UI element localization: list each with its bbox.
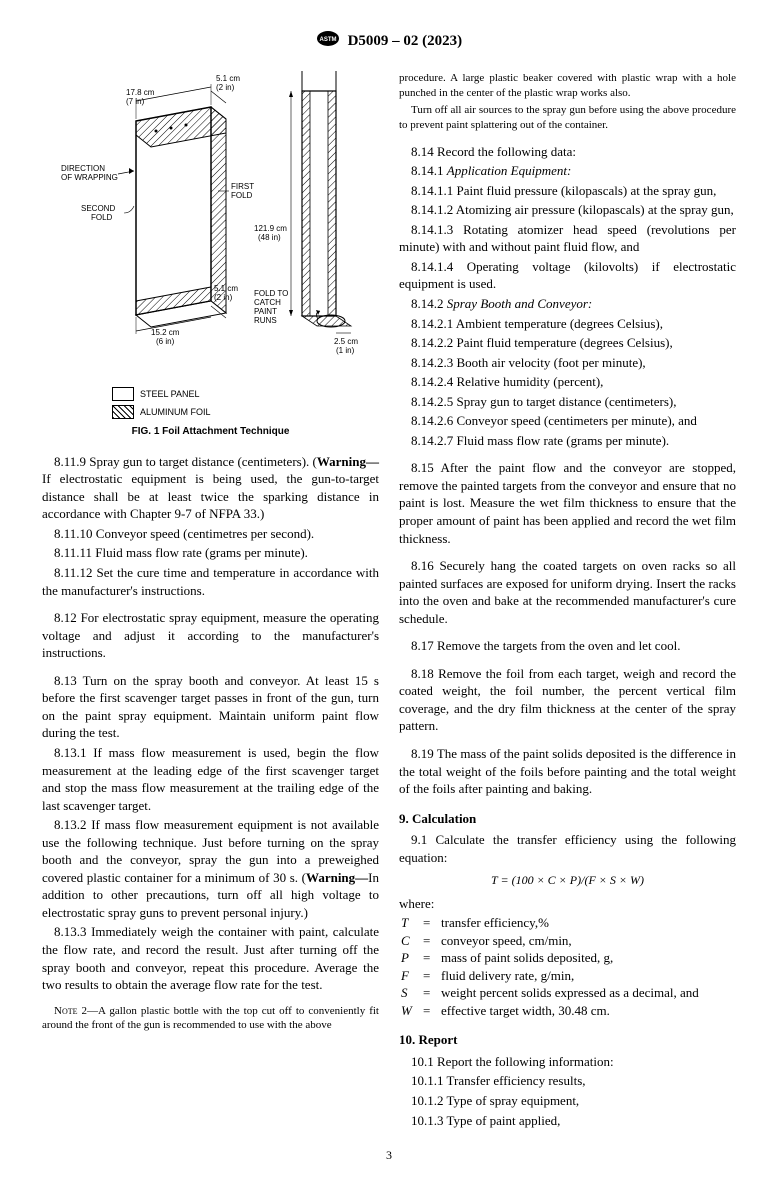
page-header: ASTM D5009 – 02 (2023) [42, 30, 736, 53]
page: ASTM D5009 – 02 (2023) [0, 0, 778, 1183]
right-column: procedure. A large plastic beaker covere… [399, 71, 736, 1131]
figure-caption: FIG. 1 Foil Attachment Technique [42, 425, 379, 439]
svg-text:121.9 cm: 121.9 cm [254, 224, 287, 233]
para-8-11-12: 8.11.12 Set the cure time and temperatur… [42, 564, 379, 599]
def-row: P=mass of paint solids deposited, g, [399, 949, 701, 967]
svg-text:15.2 cm: 15.2 cm [151, 328, 180, 337]
para-10-1-2: 10.1.2 Type of spray equipment, [399, 1092, 736, 1110]
para-9-1: 9.1 Calculate the transfer efficiency us… [399, 831, 736, 866]
where-label: where: [399, 895, 736, 913]
para-8-14-2-2: 8.14.2.2 Paint fluid temperature (degree… [399, 334, 736, 352]
para-8-17: 8.17 Remove the targets from the oven an… [399, 637, 736, 655]
para-cont-2: Turn off all air sources to the spray gu… [399, 103, 736, 133]
figure-1: 17.8 cm (7 in) 5.1 cm (2 in) DIRECTION O… [42, 71, 379, 439]
svg-text:DIRECTION: DIRECTION [61, 164, 105, 173]
svg-text:2.5 cm: 2.5 cm [334, 337, 358, 346]
astm-logo-icon: ASTM [316, 30, 340, 53]
svg-text:RUNS: RUNS [254, 316, 277, 325]
para-8-14-1-3: 8.14.1.3 Rotating atomizer head speed (r… [399, 221, 736, 256]
svg-text:FOLD TO: FOLD TO [254, 289, 288, 298]
legend-foil: ALUMINUM FOIL [112, 405, 379, 419]
def-row: S=weight percent solids expressed as a d… [399, 984, 701, 1002]
para-8-19: 8.19 The mass of the paint solids deposi… [399, 745, 736, 798]
para-8-14-1-1: 8.14.1.1 Paint fluid pressure (kilopasca… [399, 182, 736, 200]
svg-text:PAINT: PAINT [254, 307, 277, 316]
para-8-14-1-4: 8.14.1.4 Operating voltage (kilovolts) i… [399, 258, 736, 293]
svg-text:ASTM: ASTM [319, 37, 336, 43]
para-8-14-1-2: 8.14.1.2 Atomizing air pressure (kilopas… [399, 201, 736, 219]
para-10-1-1: 10.1.1 Transfer efficiency results, [399, 1072, 736, 1090]
svg-text:CATCH: CATCH [254, 298, 281, 307]
para-8-14-2-7: 8.14.2.7 Fluid mass flow rate (grams per… [399, 432, 736, 450]
def-row: F=fluid delivery rate, g/min, [399, 967, 701, 985]
figure-legend: STEEL PANEL ALUMINUM FOIL [112, 387, 379, 419]
page-number: 3 [42, 1147, 736, 1163]
legend-foil-label: ALUMINUM FOIL [140, 406, 211, 418]
para-8-14-1: 8.14.1 Application Equipment: [399, 162, 736, 180]
def-row: W=effective target width, 30.48 cm. [399, 1002, 701, 1020]
svg-text:5.1 cm: 5.1 cm [214, 284, 238, 293]
equation-transfer-efficiency: T = (100 × C × P)/(F × S × W) [399, 872, 736, 888]
para-8-14: 8.14 Record the following data: [399, 143, 736, 161]
para-10-1-3: 10.1.3 Type of paint applied, [399, 1112, 736, 1130]
svg-text:5.1 cm: 5.1 cm [216, 74, 240, 83]
svg-text:(2 in): (2 in) [214, 293, 233, 302]
para-8-13-2: 8.13.2 If mass flow measurement equipmen… [42, 816, 379, 921]
legend-steel: STEEL PANEL [112, 387, 379, 401]
para-8-14-2: 8.14.2 Spray Booth and Conveyor: [399, 295, 736, 313]
two-column-layout: 17.8 cm (7 in) 5.1 cm (2 in) DIRECTION O… [42, 71, 736, 1131]
legend-steel-label: STEEL PANEL [140, 388, 200, 400]
svg-text:(48 in): (48 in) [258, 233, 281, 242]
heading-10: 10. Report [399, 1031, 736, 1049]
note-2: Note 2—A gallon plastic bottle with the … [42, 1004, 379, 1034]
def-row: C=conveyor speed, cm/min, [399, 932, 701, 950]
foil-diagram: 17.8 cm (7 in) 5.1 cm (2 in) DIRECTION O… [56, 71, 366, 381]
para-8-15: 8.15 After the paint flow and the convey… [399, 459, 736, 547]
para-8-14-2-5: 8.14.2.5 Spray gun to target distance (c… [399, 393, 736, 411]
svg-text:(7 in): (7 in) [126, 97, 145, 106]
svg-text:OF WRAPPING: OF WRAPPING [61, 173, 118, 182]
para-10-1: 10.1 Report the following information: [399, 1053, 736, 1071]
para-8-18: 8.18 Remove the foil from each target, w… [399, 665, 736, 735]
svg-text:SECOND: SECOND [81, 204, 115, 213]
def-row: T=transfer efficiency,% [399, 914, 701, 932]
para-8-13-1: 8.13.1 If mass flow measurement is used,… [42, 744, 379, 814]
svg-text:FOLD: FOLD [231, 191, 253, 200]
para-cont-1: procedure. A large plastic beaker covere… [399, 71, 736, 101]
para-8-14-2-1: 8.14.2.1 Ambient temperature (degrees Ce… [399, 315, 736, 333]
svg-text:FIRST: FIRST [231, 182, 254, 191]
left-column: 17.8 cm (7 in) 5.1 cm (2 in) DIRECTION O… [42, 71, 379, 1131]
svg-text:(6 in): (6 in) [156, 337, 175, 346]
para-8-12: 8.12 For electrostatic spray equipment, … [42, 609, 379, 662]
para-8-13-3: 8.13.3 Immediately weigh the container w… [42, 923, 379, 993]
foil-swatch-icon [112, 405, 134, 419]
svg-text:(1 in): (1 in) [336, 346, 355, 355]
para-8-16: 8.16 Securely hang the coated targets on… [399, 557, 736, 627]
svg-text:17.8 cm: 17.8 cm [126, 88, 155, 97]
standard-code: D5009 – 02 (2023) [348, 33, 463, 49]
svg-text:FOLD: FOLD [91, 213, 113, 222]
para-8-11-10: 8.11.10 Conveyor speed (centimetres per … [42, 525, 379, 543]
para-8-11-9: 8.11.9 Spray gun to target distance (cen… [42, 453, 379, 523]
svg-text:(2 in): (2 in) [216, 83, 235, 92]
heading-9: 9. Calculation [399, 810, 736, 828]
para-8-14-2-4: 8.14.2.4 Relative humidity (percent), [399, 373, 736, 391]
variable-definitions: T=transfer efficiency,% C=conveyor speed… [399, 914, 701, 1019]
para-8-13: 8.13 Turn on the spray booth and conveyo… [42, 672, 379, 742]
para-8-11-11: 8.11.11 Fluid mass flow rate (grams per … [42, 544, 379, 562]
steel-swatch-icon [112, 387, 134, 401]
para-8-14-2-6: 8.14.2.6 Conveyor speed (centimeters per… [399, 412, 736, 430]
para-8-14-2-3: 8.14.2.3 Booth air velocity (foot per mi… [399, 354, 736, 372]
